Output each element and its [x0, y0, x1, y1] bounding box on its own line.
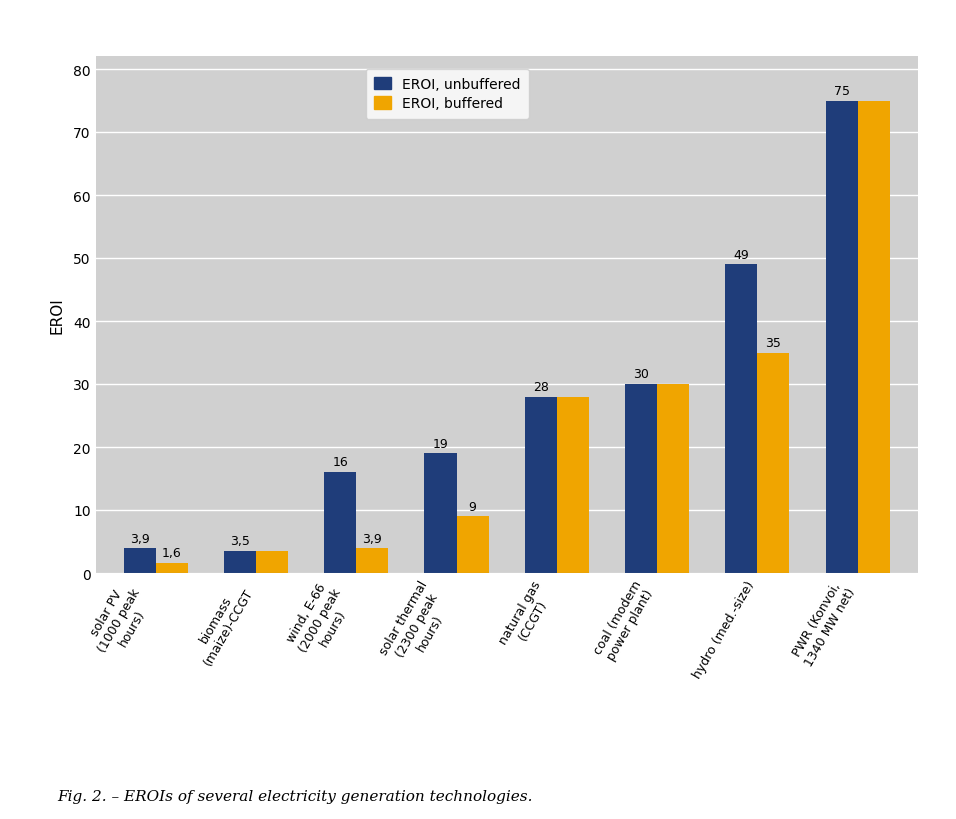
Bar	[224, 551, 256, 573]
Bar	[156, 563, 187, 573]
Bar	[324, 473, 357, 573]
Legend: EROI, unbuffered, EROI, buffered: EROI, unbuffered, EROI, buffered	[365, 70, 529, 120]
Text: 75: 75	[834, 84, 850, 97]
Bar	[357, 549, 388, 573]
Bar	[556, 397, 589, 573]
Bar	[757, 353, 790, 573]
Bar	[457, 517, 489, 573]
Bar	[123, 549, 156, 573]
Text: 49: 49	[733, 248, 750, 261]
Text: 19: 19	[433, 437, 448, 450]
Text: 3,9: 3,9	[130, 532, 149, 545]
Bar	[525, 397, 556, 573]
Text: 3,9: 3,9	[362, 532, 382, 545]
Text: 16: 16	[333, 456, 348, 468]
Text: 30: 30	[633, 368, 649, 381]
Y-axis label: EROI: EROI	[50, 297, 65, 333]
Bar	[657, 385, 689, 573]
Bar	[424, 454, 457, 573]
Bar	[256, 551, 288, 573]
Text: 9: 9	[468, 500, 476, 513]
Text: 28: 28	[532, 380, 549, 393]
Bar	[858, 102, 890, 573]
Text: 35: 35	[766, 337, 781, 349]
Bar	[826, 102, 858, 573]
Text: Fig. 2. – EROIs of several electricity generation technologies.: Fig. 2. – EROIs of several electricity g…	[57, 789, 532, 803]
Text: 3,5: 3,5	[230, 535, 250, 548]
Text: 1,6: 1,6	[162, 546, 182, 559]
Bar	[726, 265, 757, 573]
Bar	[625, 385, 657, 573]
